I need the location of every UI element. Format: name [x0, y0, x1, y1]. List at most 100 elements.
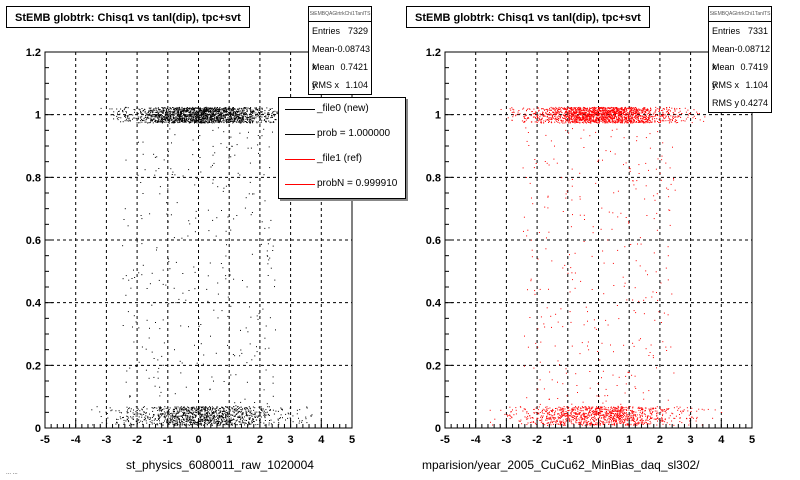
scatter-point — [604, 107, 606, 109]
scatter-point — [174, 118, 176, 120]
scatter-point — [645, 109, 647, 111]
scatter-point — [611, 118, 613, 120]
scatter-point — [554, 110, 556, 112]
scatter-point — [195, 414, 197, 416]
scatter-point — [219, 107, 221, 109]
scatter-point — [255, 416, 257, 418]
scatter-point — [188, 111, 190, 113]
scatter-point — [165, 412, 167, 414]
scatter-point — [614, 122, 616, 124]
scatter-point — [172, 416, 174, 418]
scatter-point — [257, 416, 259, 418]
scatter-point — [167, 112, 169, 114]
scatter-point — [211, 115, 213, 117]
scatter-point — [192, 139, 194, 141]
scatter-point — [625, 114, 626, 116]
scatter-point — [301, 421, 303, 423]
scatter-point — [181, 111, 182, 113]
scatter-point — [179, 121, 181, 123]
scatter-point — [608, 121, 610, 122]
scatter-point — [178, 418, 180, 420]
scatter-point — [142, 264, 144, 266]
scatter-point — [225, 185, 227, 187]
scatter-point — [609, 111, 611, 112]
scatter-point — [620, 117, 622, 119]
scatter-point — [233, 415, 235, 417]
scatter-point — [225, 112, 227, 114]
scatter-point — [593, 109, 595, 111]
scatter-point — [180, 115, 182, 117]
scatter-point — [267, 112, 269, 114]
scatter-point — [566, 111, 568, 112]
scatter-point — [168, 109, 170, 110]
scatter-point — [245, 197, 247, 199]
scatter-point — [602, 111, 604, 113]
scatter-point — [190, 111, 192, 113]
scatter-point — [232, 424, 233, 426]
scatter-point — [192, 413, 194, 414]
scatter-point — [174, 113, 176, 115]
scatter-point — [200, 423, 202, 425]
scatter-point — [203, 417, 205, 418]
scatter-point — [583, 111, 585, 113]
scatter-point — [239, 417, 240, 418]
scatter-point — [200, 324, 202, 325]
scatter-point — [181, 120, 183, 121]
scatter-point — [577, 115, 579, 117]
scatter-point — [220, 111, 222, 113]
scatter-point — [234, 422, 236, 424]
scatter-point — [158, 115, 160, 117]
scatter-point — [663, 114, 665, 116]
scatter-point — [150, 118, 152, 120]
scatter-point — [180, 423, 182, 425]
scatter-point — [262, 113, 264, 115]
scatter-point — [632, 117, 633, 119]
scatter-point — [182, 292, 184, 294]
scatter-point — [201, 119, 203, 121]
scatter-point — [266, 113, 268, 115]
scatter-point — [611, 111, 613, 113]
scatter-point — [556, 121, 558, 122]
scatter-point — [196, 424, 198, 426]
scatter-point — [173, 121, 175, 123]
scatter-point — [122, 417, 123, 419]
scatter-point — [200, 110, 202, 112]
scatter-point — [190, 115, 192, 117]
scatter-point — [591, 112, 593, 114]
scatter-point — [152, 407, 154, 409]
scatter-point — [544, 109, 545, 111]
scatter-point — [208, 118, 210, 120]
scatter-point — [251, 115, 253, 117]
scatter-point — [191, 108, 193, 110]
scatter-point — [148, 111, 150, 113]
scatter-point — [195, 112, 197, 114]
scatter-point — [256, 351, 258, 353]
scatter-point — [577, 107, 579, 109]
scatter-point — [645, 108, 647, 110]
scatter-point — [213, 422, 215, 424]
scatter-point — [620, 121, 622, 123]
scatter-point — [222, 108, 224, 110]
scatter-point — [200, 120, 202, 122]
scatter-point — [177, 111, 179, 113]
scatter-point — [199, 417, 201, 418]
scatter-point — [213, 412, 215, 414]
scatter-point — [607, 113, 609, 115]
scatter-point — [595, 121, 597, 123]
scatter-point — [575, 110, 577, 112]
scatter-point — [118, 410, 120, 412]
scatter-point — [599, 113, 601, 115]
scatter-point — [643, 116, 645, 118]
scatter-point — [266, 107, 268, 109]
scatter-point — [163, 107, 164, 109]
scatter-point — [248, 423, 250, 425]
scatter-point — [240, 110, 242, 112]
scatter-point — [228, 120, 230, 122]
scatter-point — [597, 107, 599, 108]
scatter-point — [207, 121, 209, 123]
scatter-point — [174, 121, 176, 123]
scatter-point — [186, 416, 188, 418]
scatter-point — [527, 108, 528, 110]
scatter-point — [598, 108, 599, 110]
scatter-point — [215, 352, 217, 354]
